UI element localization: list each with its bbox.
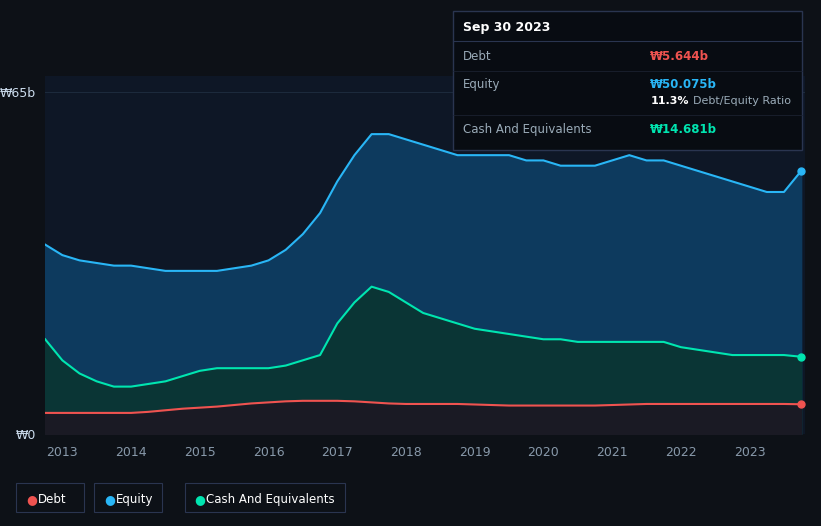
Text: ₩50.075b: ₩50.075b (650, 78, 717, 92)
Text: Debt: Debt (38, 493, 67, 506)
Text: ●: ● (104, 493, 115, 506)
Text: ₩14.681b: ₩14.681b (650, 123, 718, 136)
Text: Sep 30 2023: Sep 30 2023 (463, 21, 550, 34)
Text: Debt/Equity Ratio: Debt/Equity Ratio (693, 96, 791, 106)
Text: 11.3%: 11.3% (650, 96, 689, 106)
Text: ₩5.644b: ₩5.644b (650, 50, 709, 64)
Text: Debt: Debt (463, 50, 492, 64)
Text: ●: ● (26, 493, 37, 506)
Text: Cash And Equivalents: Cash And Equivalents (463, 123, 592, 136)
Text: Equity: Equity (463, 78, 501, 92)
Text: ●: ● (195, 493, 205, 506)
Text: Cash And Equivalents: Cash And Equivalents (206, 493, 335, 506)
Text: Equity: Equity (116, 493, 154, 506)
